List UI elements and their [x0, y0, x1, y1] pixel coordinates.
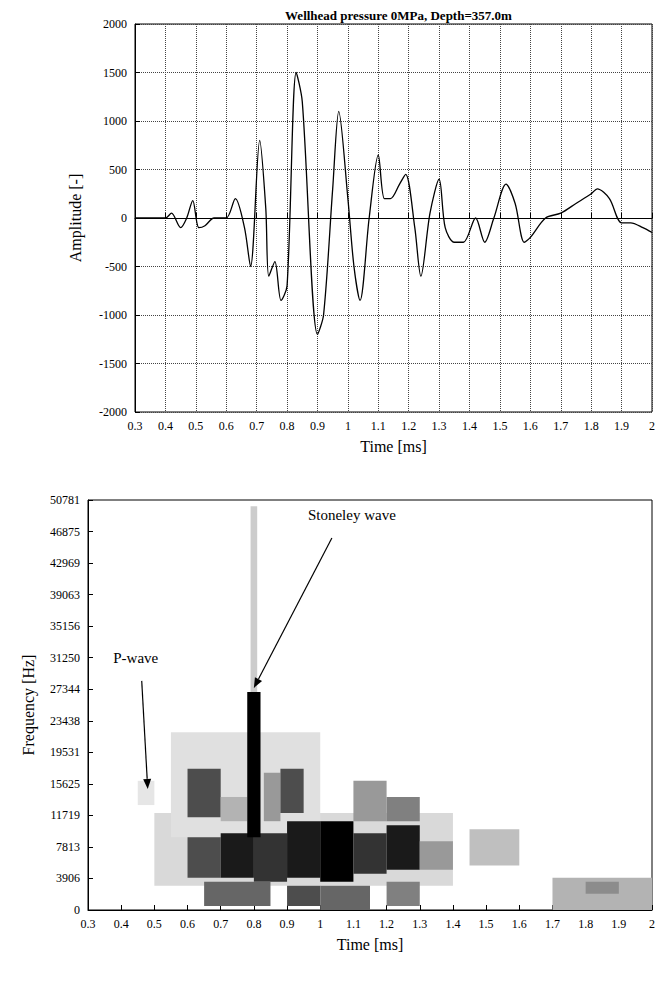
svg-text:P-wave: P-wave: [113, 650, 158, 666]
svg-text:0.8: 0.8: [246, 917, 261, 931]
svg-text:1.7: 1.7: [545, 917, 560, 931]
svg-text:1.2: 1.2: [379, 917, 394, 931]
svg-text:1.5: 1.5: [492, 419, 507, 433]
svg-text:1500: 1500: [103, 66, 127, 80]
svg-text:50781: 50781: [50, 493, 80, 507]
svg-text:2: 2: [649, 419, 655, 433]
svg-text:0.7: 0.7: [213, 917, 228, 931]
svg-text:Wellhead pressure 0MPa, Depth=: Wellhead pressure 0MPa, Depth=357.0m: [285, 8, 512, 23]
svg-text:Stoneley wave: Stoneley wave: [308, 507, 396, 523]
svg-text:Time [ms]: Time [ms]: [360, 438, 427, 455]
svg-text:0: 0: [74, 903, 80, 917]
svg-text:-1000: -1000: [99, 308, 127, 322]
svg-text:0.4: 0.4: [158, 419, 173, 433]
svg-text:0.5: 0.5: [188, 419, 203, 433]
svg-text:1.1: 1.1: [371, 419, 386, 433]
svg-text:1: 1: [345, 419, 351, 433]
svg-text:1.1: 1.1: [346, 917, 361, 931]
svg-text:1.9: 1.9: [614, 419, 629, 433]
svg-text:0.8: 0.8: [280, 419, 295, 433]
svg-text:Time [ms]: Time [ms]: [337, 936, 404, 953]
svg-text:7813: 7813: [56, 840, 80, 854]
svg-text:19531: 19531: [50, 745, 80, 759]
svg-text:0.9: 0.9: [280, 917, 295, 931]
svg-text:1.9: 1.9: [611, 917, 626, 931]
svg-text:15625: 15625: [50, 777, 80, 791]
svg-text:1.7: 1.7: [553, 419, 568, 433]
svg-text:0.3: 0.3: [128, 419, 143, 433]
svg-text:46875: 46875: [50, 525, 80, 539]
svg-text:0.4: 0.4: [114, 917, 129, 931]
svg-text:31250: 31250: [50, 651, 80, 665]
svg-text:0.6: 0.6: [219, 419, 234, 433]
svg-text:2: 2: [649, 917, 655, 931]
svg-text:1.3: 1.3: [412, 917, 427, 931]
svg-text:0.7: 0.7: [249, 419, 264, 433]
svg-text:0.9: 0.9: [310, 419, 325, 433]
svg-text:0.5: 0.5: [147, 917, 162, 931]
svg-text:42969: 42969: [50, 556, 80, 570]
svg-text:0: 0: [121, 211, 127, 225]
svg-text:1.8: 1.8: [584, 419, 599, 433]
svg-text:1.6: 1.6: [523, 419, 538, 433]
svg-text:1.4: 1.4: [445, 917, 460, 931]
svg-text:0.3: 0.3: [81, 917, 96, 931]
svg-text:-1500: -1500: [99, 357, 127, 371]
svg-text:35156: 35156: [50, 619, 80, 633]
svg-text:1.4: 1.4: [462, 419, 477, 433]
svg-text:1.8: 1.8: [578, 917, 593, 931]
svg-text:Amplitude [-]: Amplitude [-]: [67, 174, 85, 262]
svg-text:3906: 3906: [56, 871, 80, 885]
svg-text:27344: 27344: [50, 682, 80, 696]
svg-text:1.6: 1.6: [512, 917, 527, 931]
svg-text:1.5: 1.5: [479, 917, 494, 931]
svg-text:0.6: 0.6: [180, 917, 195, 931]
svg-text:-2000: -2000: [99, 405, 127, 419]
svg-text:2000: 2000: [103, 17, 127, 31]
svg-text:1000: 1000: [103, 114, 127, 128]
svg-text:Frequency [Hz]: Frequency [Hz]: [20, 655, 38, 756]
svg-text:-500: -500: [105, 260, 127, 274]
svg-text:11719: 11719: [50, 808, 80, 822]
svg-text:23438: 23438: [50, 714, 80, 728]
svg-text:500: 500: [109, 163, 127, 177]
svg-text:1: 1: [317, 917, 323, 931]
svg-text:1.2: 1.2: [401, 419, 416, 433]
svg-text:1.3: 1.3: [432, 419, 447, 433]
svg-text:39063: 39063: [50, 588, 80, 602]
